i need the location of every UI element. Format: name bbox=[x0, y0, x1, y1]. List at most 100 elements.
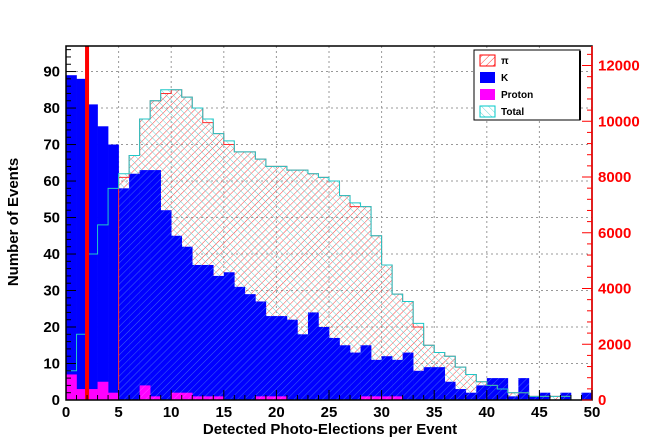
legend-swatch-k bbox=[480, 72, 495, 83]
total-bar bbox=[234, 151, 246, 400]
y-tick-label: 30 bbox=[43, 283, 60, 300]
k-bar-hatch bbox=[402, 352, 414, 400]
k-bar-hatch bbox=[202, 264, 214, 400]
k-bar-hatch bbox=[350, 352, 361, 400]
k-bar-hatch bbox=[160, 210, 172, 400]
total-bar bbox=[329, 181, 340, 400]
k-bar-hatch bbox=[118, 188, 130, 400]
proton-bar-hatch bbox=[213, 396, 225, 400]
proton-bar-hatch bbox=[381, 396, 393, 400]
right-axis: 0 2000 4000 6000 8000 10000 12000 bbox=[582, 46, 640, 409]
y-tick-label: 70 bbox=[43, 137, 60, 154]
total-bar bbox=[455, 367, 467, 400]
total-bar bbox=[307, 173, 319, 400]
k-bar-hatch bbox=[307, 312, 319, 400]
k-bar bbox=[66, 75, 77, 401]
total-bar bbox=[339, 195, 351, 400]
k-bar-hatch bbox=[371, 359, 382, 400]
k-bar-hatch bbox=[581, 392, 593, 400]
x-tick-label: 5 bbox=[114, 404, 122, 421]
y2-tick-label: 12000 bbox=[598, 58, 640, 75]
k-bar-hatch bbox=[265, 316, 277, 400]
y-tick-label: 60 bbox=[43, 173, 60, 190]
x-tick-label: 40 bbox=[478, 404, 495, 421]
legend-swatch-total bbox=[479, 105, 496, 118]
x-tick-label: 45 bbox=[531, 404, 548, 421]
total-bar bbox=[276, 166, 288, 400]
total-bar bbox=[350, 202, 361, 400]
k-bar-hatch bbox=[476, 385, 488, 400]
proton-bar-hatch bbox=[276, 396, 288, 400]
proton-bar bbox=[76, 389, 88, 400]
total-bar bbox=[213, 133, 225, 400]
k-bar-hatch bbox=[255, 301, 267, 400]
total-bar bbox=[371, 235, 382, 400]
k-bar-hatch bbox=[318, 327, 330, 400]
k-bar bbox=[87, 104, 98, 400]
proton-bar-hatch bbox=[192, 396, 204, 400]
legend-swatch-proton bbox=[480, 89, 495, 100]
total-bar bbox=[265, 166, 277, 400]
x-tick-label: 25 bbox=[321, 404, 338, 421]
proton-bar-hatch bbox=[150, 396, 161, 400]
proton-bar-hatch bbox=[202, 396, 214, 400]
k-bar-hatch bbox=[286, 319, 298, 400]
k-bar-hatch bbox=[518, 378, 530, 400]
k-bar-hatch bbox=[339, 345, 351, 400]
total-bar bbox=[413, 323, 424, 400]
total-bar bbox=[402, 301, 414, 400]
x-tick-label: 50 bbox=[584, 404, 601, 421]
y-tick-label: 50 bbox=[43, 210, 60, 227]
k-bar bbox=[108, 144, 119, 400]
total-bar bbox=[286, 170, 298, 400]
k-bar bbox=[76, 78, 88, 400]
legend-label-pi: π bbox=[501, 56, 509, 67]
total-bar bbox=[444, 356, 456, 400]
proton-bar-hatch bbox=[371, 396, 382, 400]
proton-bar-hatch bbox=[265, 396, 277, 400]
y2-tick-label: 0 bbox=[598, 392, 606, 409]
k-bar-hatch bbox=[192, 264, 204, 400]
total-bar bbox=[360, 206, 372, 400]
threshold-line bbox=[85, 46, 90, 400]
k-bar-hatch bbox=[507, 396, 519, 400]
total-bar bbox=[202, 118, 214, 401]
x-tick-label: 35 bbox=[426, 404, 443, 421]
k-bar-hatch bbox=[139, 170, 151, 400]
k-bar-hatch bbox=[297, 334, 309, 400]
total-bar bbox=[255, 159, 267, 400]
y-tick-label: 90 bbox=[43, 64, 60, 81]
x-tick-label: 20 bbox=[268, 404, 285, 421]
y2-tick-label: 6000 bbox=[598, 225, 631, 242]
total-bar bbox=[192, 108, 204, 401]
proton-bar-hatch bbox=[255, 396, 267, 400]
x-tick-label: 0 bbox=[62, 404, 70, 421]
total-bar bbox=[549, 396, 561, 400]
y-tick-label: 80 bbox=[43, 100, 60, 117]
series-total-outline bbox=[66, 89, 592, 401]
k-bar-hatch bbox=[213, 275, 225, 400]
y2-tick-label: 4000 bbox=[598, 281, 631, 298]
k-bar-hatch bbox=[528, 396, 540, 400]
k-bar-hatch bbox=[465, 392, 477, 400]
proton-bar-hatch bbox=[392, 396, 403, 400]
k-bar-hatch bbox=[223, 272, 235, 400]
proton-bar-hatch bbox=[181, 392, 193, 400]
legend-label-k: K bbox=[501, 73, 509, 84]
k-bar-hatch bbox=[423, 367, 435, 400]
bottom-axis: 0 5 10 15 20 25 30 35 40 45 50 bbox=[62, 390, 601, 421]
x-axis-title: Detected Photo-Elections per Event bbox=[203, 421, 457, 438]
k-bar-hatch bbox=[244, 294, 256, 400]
k-bar-hatch bbox=[455, 389, 467, 400]
total-bar bbox=[297, 170, 309, 400]
legend-label-total: Total bbox=[501, 107, 524, 118]
k-bar-hatch bbox=[444, 381, 456, 400]
total-bar bbox=[392, 294, 403, 400]
y2-tick-label: 2000 bbox=[598, 336, 631, 353]
proton-bar-hatch bbox=[139, 385, 151, 400]
y2-tick-label: 8000 bbox=[598, 169, 631, 186]
total-bar bbox=[223, 140, 235, 400]
k-bar-hatch bbox=[171, 235, 183, 400]
proton-bar bbox=[87, 389, 98, 400]
